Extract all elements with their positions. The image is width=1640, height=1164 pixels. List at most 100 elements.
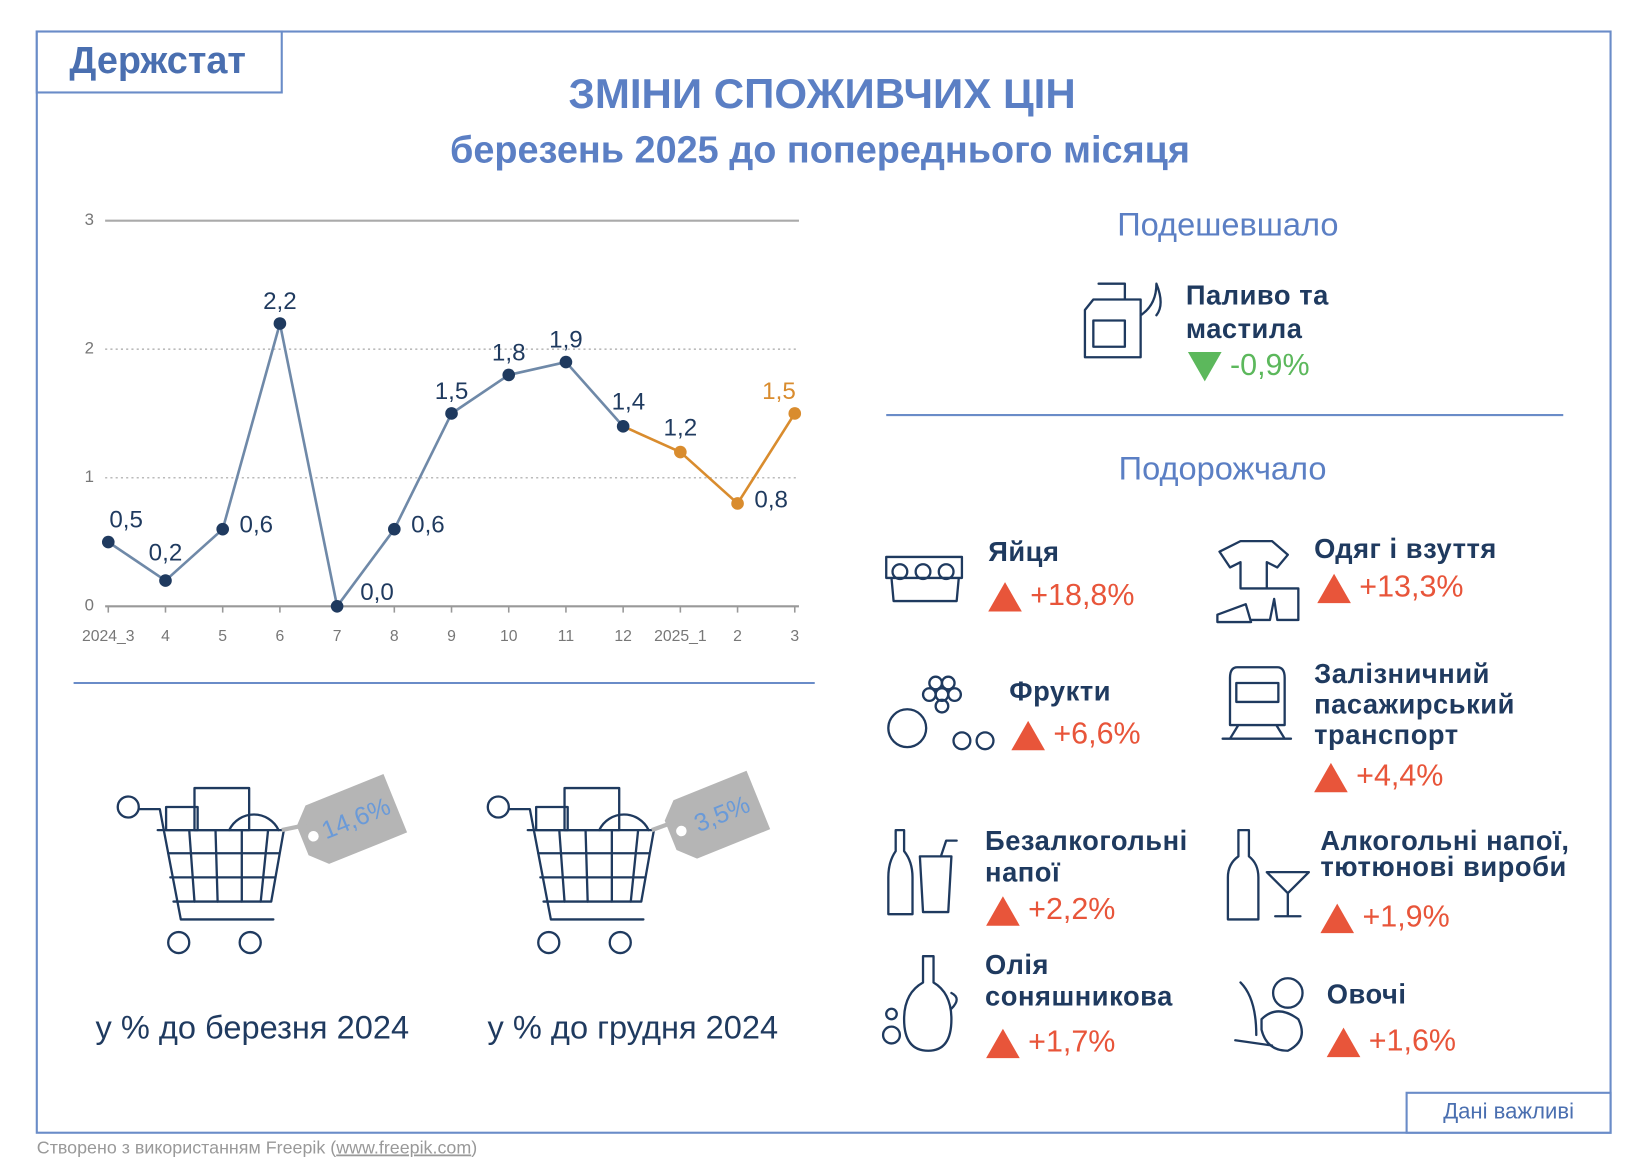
item-change: +18,8% [1030,578,1134,612]
x-tick-label: 7 [333,628,342,645]
up-arrow [986,1028,1020,1059]
y-tick-label: 2 [85,339,94,358]
data-label: 0,6 [240,511,274,538]
line-segment [679,451,739,505]
item-change: +1,9% [1362,899,1449,933]
footer-button [1405,1091,1612,1134]
line-segment [221,323,282,530]
credit-text: Створено з використанням Freepik ( [37,1137,336,1157]
item-name: Олія [985,949,1049,980]
item-name: соняшникова [985,980,1173,1011]
item-name: транспорт [1314,719,1459,750]
item-change: +6,6% [1053,717,1140,751]
y-tick-label: 3 [85,210,94,229]
x-tick-label: 2025_1 [654,628,707,645]
x-tick-label: 5 [218,628,227,645]
line-segment [278,323,339,607]
data-label: 1,4 [612,389,646,416]
item-name: Овочі [1327,978,1407,1009]
x-tick-label: 2024_3 [82,628,135,645]
x-tick-label: 8 [390,628,399,645]
line-segment [622,425,681,454]
data-label: 0,2 [149,540,183,567]
down-arrow [1187,352,1222,382]
point [674,445,687,459]
x-tick-label: 9 [447,628,456,645]
data-label: 1,5 [762,378,796,405]
y-tick-label: 0 [85,596,94,615]
item-name: тютюнові вироби [1320,851,1566,882]
section-title: Подорожчало [1119,450,1327,486]
item-name: мастила [1186,313,1303,344]
point [330,599,344,613]
item-change: +4,4% [1356,759,1443,793]
data-label: 0,6 [411,511,445,538]
item-change: +1,7% [1028,1024,1115,1058]
cart-illustration: 3,5% [486,770,771,955]
line-segment [564,361,625,428]
line-segment [164,528,224,582]
cart-caption: у % до березня 2024 [95,1009,409,1045]
line-segment [450,373,510,415]
credit-link[interactable]: www.freepik.com [335,1137,471,1157]
item-name: пасажирський [1314,688,1515,719]
data-label: 0,0 [360,579,394,606]
item-name: Залізничний [1314,658,1490,689]
up-arrow [1314,762,1348,793]
item-name: Безалкогольні [985,825,1188,856]
x-tick-label: 11 [558,628,574,645]
line-segment [336,528,396,608]
line-segment [508,360,567,377]
item-change: +2,2% [1028,892,1115,926]
frame [35,30,1612,1134]
footer-button-label: Дані важливі [1443,1099,1574,1124]
logo: Держстат [69,40,246,82]
data-label: 1,8 [492,339,526,366]
point [216,522,230,536]
logo-box [35,30,283,94]
line-segment [393,412,453,530]
point [559,355,573,369]
icons [881,282,1311,1052]
x-tick-label: 2 [733,628,742,645]
item-change: +13,3% [1359,569,1463,603]
data-label: 1,5 [435,378,469,405]
cart-caption: у % до грудня 2024 [488,1009,779,1045]
line-segment [107,540,167,582]
item-name: Фрукти [1009,676,1111,707]
x-tick-label: 6 [276,628,285,645]
data-label: 0,5 [109,506,143,533]
point [159,574,172,587]
up-arrow [986,896,1020,926]
item-name: Яйця [988,536,1059,567]
up-arrow [1326,1027,1361,1058]
data-label: 2,2 [263,288,297,315]
item-change: -0,9% [1230,348,1310,382]
item-name: Алкогольні напої, [1320,825,1569,856]
up-arrow [1011,720,1045,751]
title: ЗМІНИ СПОЖИВЧИХ ЦІН [568,70,1075,117]
x-tick-label: 10 [500,628,518,645]
item-name: напої [985,856,1061,887]
subtitle: березень 2025 до попереднього місяця [450,129,1190,171]
x-tick-label: 12 [614,628,632,645]
point [388,522,401,536]
up-arrow [988,582,1022,612]
point [616,420,630,433]
cart-illustration: 14,6% [116,773,408,955]
point [788,407,802,420]
line-segment [736,412,796,505]
point [101,535,115,549]
point [445,407,458,420]
section-title: Подешевшало [1117,207,1338,243]
y-tick-label: 1 [85,467,94,486]
data-label: 1,9 [549,326,583,353]
up-arrow [1317,573,1351,604]
point [731,497,744,510]
x-tick-label: 3 [790,628,799,645]
credit: Створено з використанням Freepik (www.fr… [37,1137,477,1157]
item-name: Паливо та [1186,280,1329,311]
up-arrow [1320,903,1355,934]
